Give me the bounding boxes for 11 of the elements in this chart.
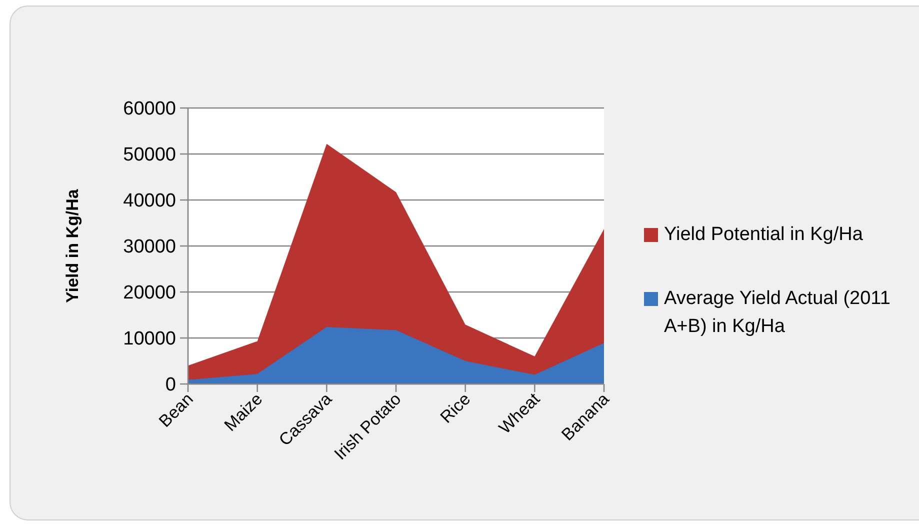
y-tick-label: 60000 (123, 98, 176, 120)
y-tick-label: 20000 (123, 282, 176, 304)
y-tick-label: 10000 (123, 328, 176, 350)
y-tick-label: 50000 (123, 144, 176, 166)
y-tick-label: 40000 (123, 190, 176, 212)
y-tick-label: 0 (165, 374, 176, 396)
legend-label: Average Yield Actual (2011 A+B) in Kg/Ha (664, 288, 890, 337)
x-tick-label: Rice (436, 389, 474, 427)
y-tick-label: 30000 (123, 236, 176, 258)
legend-label: Yield Potential in Kg/Ha (664, 224, 864, 245)
y-axis-title: Yield in Kg/Ha (63, 188, 82, 303)
